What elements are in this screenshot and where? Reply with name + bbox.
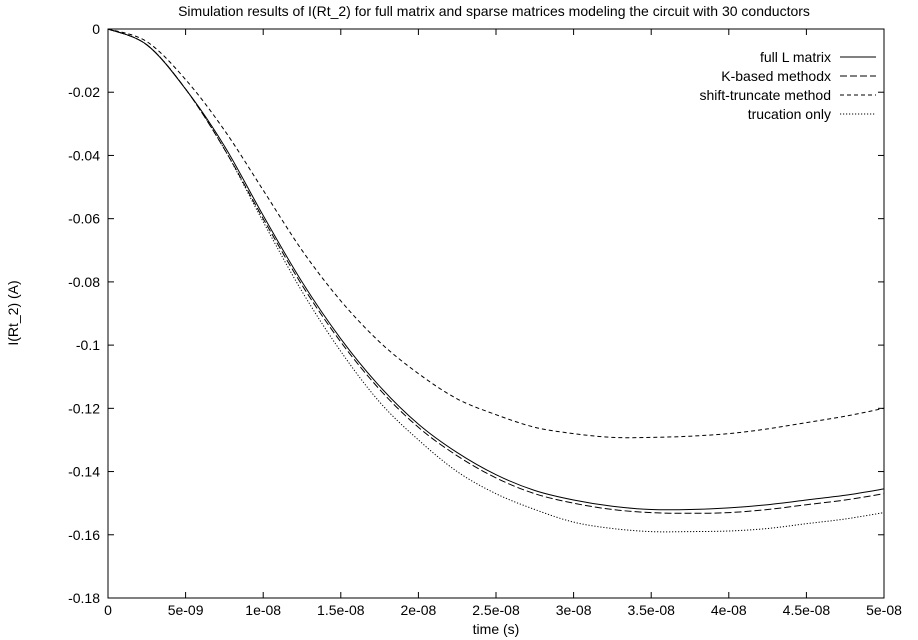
legend-label-2: K-based methodx xyxy=(721,68,831,84)
x-axis-label: time (s) xyxy=(473,621,520,637)
x-tick-label: 1e-08 xyxy=(245,602,281,618)
series-line-1 xyxy=(107,28,885,511)
x-tick-label: 2e-08 xyxy=(400,602,436,618)
legend: full L matrix K-based methodx shift-trunca… xyxy=(699,49,876,122)
legend-label-3: shift-truncate method xyxy=(699,87,831,103)
y-tick-label: -0.12 xyxy=(68,400,100,416)
x-tick-label: 1.5e-08 xyxy=(317,602,365,618)
legend-label-1: full L matrix xyxy=(760,49,831,65)
x-tick-label: 4.5e-08 xyxy=(783,602,831,618)
y-tick-label: 0 xyxy=(92,21,100,37)
x-tick-label: 3.5e-08 xyxy=(627,602,675,618)
x-tick-label: 5e-09 xyxy=(168,602,204,618)
x-tick-label: 5e-08 xyxy=(866,602,902,618)
chart-title: Simulation results of I(Rt_2) for full m… xyxy=(178,3,810,19)
series-line-3 xyxy=(107,28,885,439)
x-tick-label: 2.5e-08 xyxy=(472,602,520,618)
plot-area: 0 5e-09 1e-08 1.5e-08 2e-08 2.5e-08 3e-08 3.5e-… xyxy=(68,21,902,618)
y-tick-label: -0.02 xyxy=(68,84,100,100)
y-tick-label: -0.16 xyxy=(68,527,100,543)
series-line-2 xyxy=(107,28,885,514)
series-line-4 xyxy=(107,28,885,533)
y-tick-label: -0.06 xyxy=(68,211,100,227)
y-axis-label: I(Rt_2) (A) xyxy=(5,280,21,345)
y-tick-label: -0.08 xyxy=(68,274,100,290)
y-tick-label: -0.04 xyxy=(68,147,100,163)
x-tick-label: 0 xyxy=(104,602,112,618)
x-tick-label: 4e-08 xyxy=(711,602,747,618)
legend-label-4: trucation only xyxy=(748,106,831,122)
y-tick-label: -0.1 xyxy=(76,337,100,353)
y-tick-label: -0.18 xyxy=(68,590,100,606)
x-tick-label: 3e-08 xyxy=(556,602,592,618)
y-tick-label: -0.14 xyxy=(68,464,100,480)
